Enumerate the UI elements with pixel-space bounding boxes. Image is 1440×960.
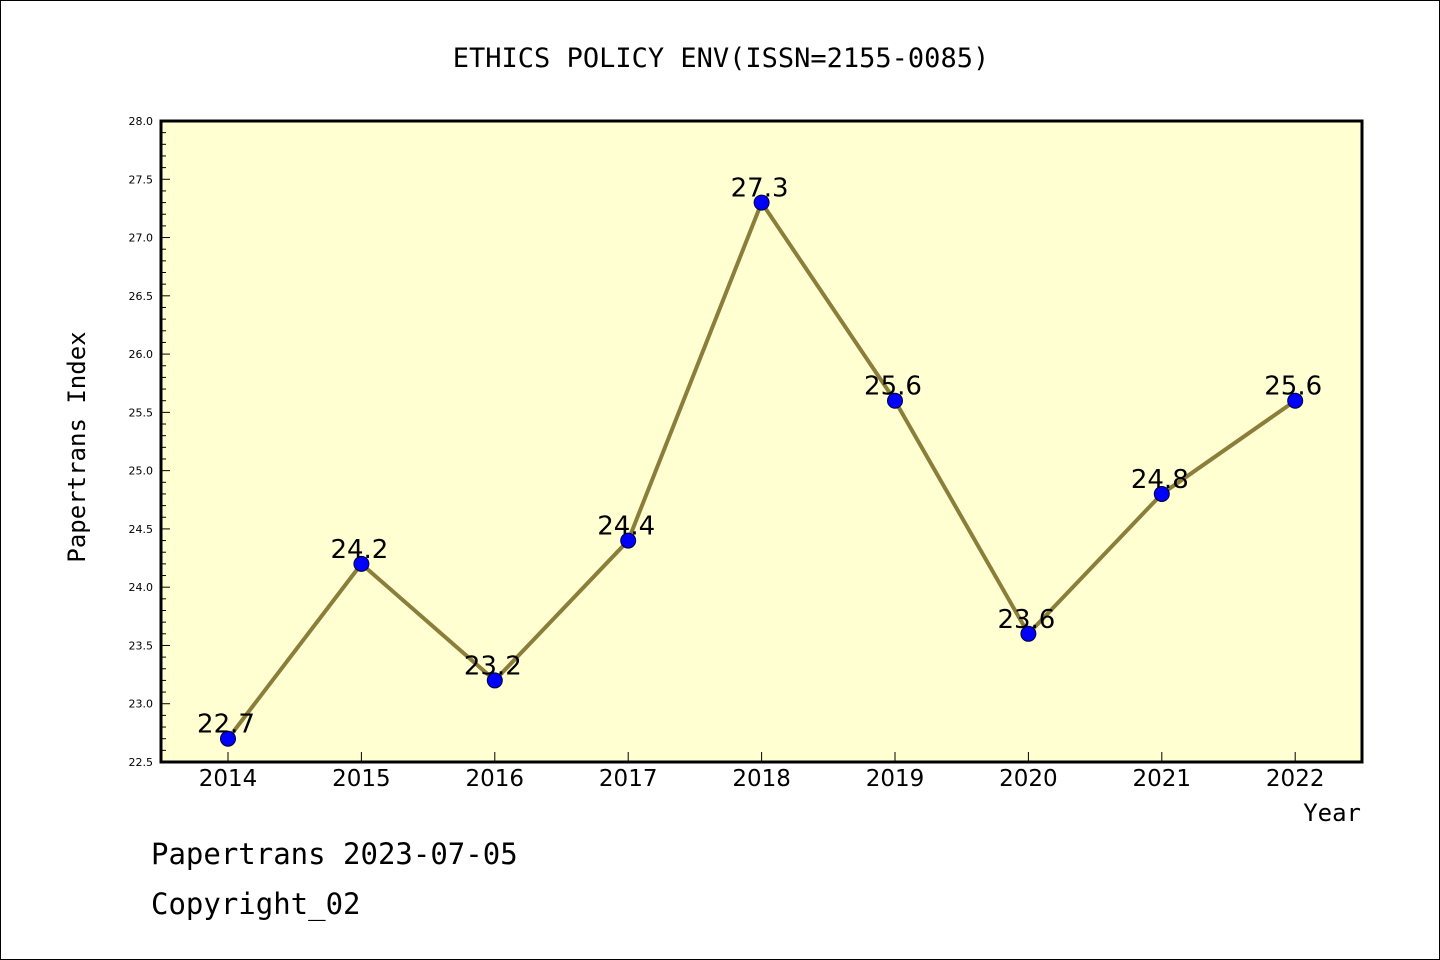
x-tick-label: 2020	[999, 766, 1058, 792]
y-tick-label: 26.0	[129, 348, 154, 361]
data-label: 27.3	[731, 174, 789, 204]
y-tick-label: 27.5	[129, 173, 154, 186]
data-point	[887, 392, 903, 409]
y-tick-label: 28.0	[129, 115, 154, 128]
data-point	[1153, 485, 1170, 502]
data-labels: 22.7 24.2 23.2 24.4 27.3 25.6 23.6 24.8 25.6	[197, 174, 1322, 740]
footer-copyright-text: Copyright_02	[151, 887, 361, 921]
data-point	[1287, 392, 1304, 409]
x-tick-label: 2016	[466, 766, 525, 792]
data-point	[753, 194, 770, 211]
data-label: 25.6	[1264, 372, 1322, 402]
y-tick-label: 25.0	[129, 465, 154, 478]
data-label: 24.2	[330, 535, 388, 565]
x-tick-label: 2019	[866, 766, 925, 792]
x-tick-label: 2022	[1266, 766, 1325, 792]
y-tick-label: 23.5	[129, 639, 154, 652]
footer-date-text: Papertrans 2023-07-05	[151, 837, 518, 871]
y-tick-label: 27.0	[129, 232, 154, 245]
x-tick-label: 2014	[199, 766, 258, 792]
data-label: 24.4	[597, 512, 655, 542]
data-point	[353, 555, 370, 572]
x-tick-label: 2015	[332, 766, 391, 792]
x-tick-label: 2017	[599, 766, 658, 792]
y-tick-label: 23.0	[129, 698, 154, 711]
plot-area	[159, 119, 1364, 764]
data-point	[620, 532, 637, 549]
data-point	[486, 672, 503, 689]
data-label: 23.6	[997, 605, 1055, 635]
data-point	[1020, 625, 1037, 642]
data-label: 22.7	[197, 710, 255, 740]
y-tick-label: 24.0	[129, 581, 154, 594]
data-point	[220, 730, 236, 747]
data-label: 25.6	[864, 372, 922, 402]
data-label: 23.2	[464, 651, 522, 681]
y-tick-label: 24.5	[129, 523, 154, 536]
y-axis: 22.5 23.0 23.5 24.0 24.5 25.0 25.5 26.0 26.5 27.0…	[129, 115, 170, 769]
y-tick-label: 25.5	[129, 406, 154, 419]
x-axis: 2014 2015 2016 2017 2018 2019 2020 2021 2022	[199, 752, 1325, 792]
chart-title: ETHICS POLICY ENV(ISSN=2155-0085)	[453, 43, 989, 74]
y-tick-label: 22.5	[129, 756, 154, 769]
data-label: 24.8	[1131, 465, 1189, 495]
y-axis-label: Papertrans Index	[63, 331, 91, 562]
x-axis-label: Year	[1303, 799, 1361, 827]
data-points	[220, 194, 1304, 747]
x-tick-label: 2021	[1133, 766, 1192, 792]
x-tick-label: 2018	[732, 766, 791, 792]
y-tick-label: 26.5	[129, 290, 154, 303]
